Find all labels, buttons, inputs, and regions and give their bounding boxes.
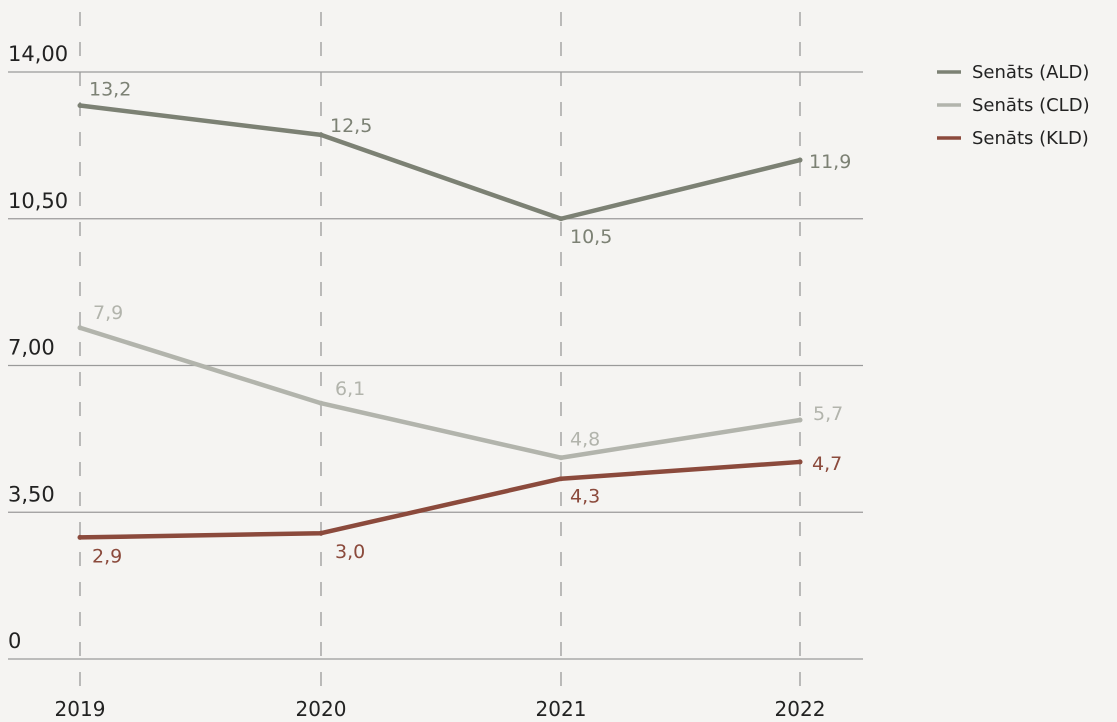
x-tick-label: 2022 [775,697,826,721]
data-label: 4,8 [570,429,600,451]
vertical-gridlines [79,12,801,686]
legend: Senāts (ALD) Senāts (CLD) Senāts (KLD) [937,62,1090,149]
data-label: 3,0 [335,541,365,563]
x-tick-label: 2021 [536,697,587,721]
data-point [558,216,564,222]
y-tick-label: 14,00 [8,42,68,66]
data-point [797,157,803,163]
data-point [77,103,83,109]
data-label: 4,7 [812,453,842,475]
data-label: 5,7 [813,403,843,425]
data-label: 11,9 [809,151,851,173]
data-point [797,459,803,465]
legend-label: Senāts (CLD) [972,95,1090,116]
data-point [77,325,83,331]
legend-label: Senāts (ALD) [972,62,1089,83]
series-line [77,103,803,221]
data-labels: 13,2 12,5 10,5 11,9 7,9 6,1 4,8 5,7 2,9 3,0 4,3 4,7 [89,79,851,568]
series-line [77,325,803,460]
data-label: 12,5 [330,115,372,137]
x-axis-ticks: 2019 2020 2021 2022 [55,697,826,721]
data-label: 6,1 [335,378,365,400]
y-axis-ticks: 0 3,50 7,00 10,50 14,00 [8,42,68,653]
y-tick-label: 10,50 [8,189,68,213]
data-point [77,534,83,540]
data-point [318,400,324,406]
data-point [558,455,564,461]
y-tick-label: 7,00 [8,336,55,360]
y-tick-label: 3,50 [8,482,55,506]
data-point [558,476,564,482]
data-label: 10,5 [570,226,612,248]
series-lines [77,103,803,540]
data-point [797,417,803,423]
data-label: 4,3 [570,486,600,508]
x-tick-label: 2020 [296,697,347,721]
data-label: 13,2 [89,79,131,101]
y-tick-label: 0 [8,629,21,653]
legend-label: Senāts (KLD) [972,128,1089,149]
series-line [77,459,803,540]
horizontal-gridlines [8,71,863,660]
data-point [318,132,324,138]
data-label: 2,9 [92,545,122,567]
data-label: 7,9 [93,302,123,324]
data-point [318,530,324,536]
x-tick-label: 2019 [55,697,106,721]
